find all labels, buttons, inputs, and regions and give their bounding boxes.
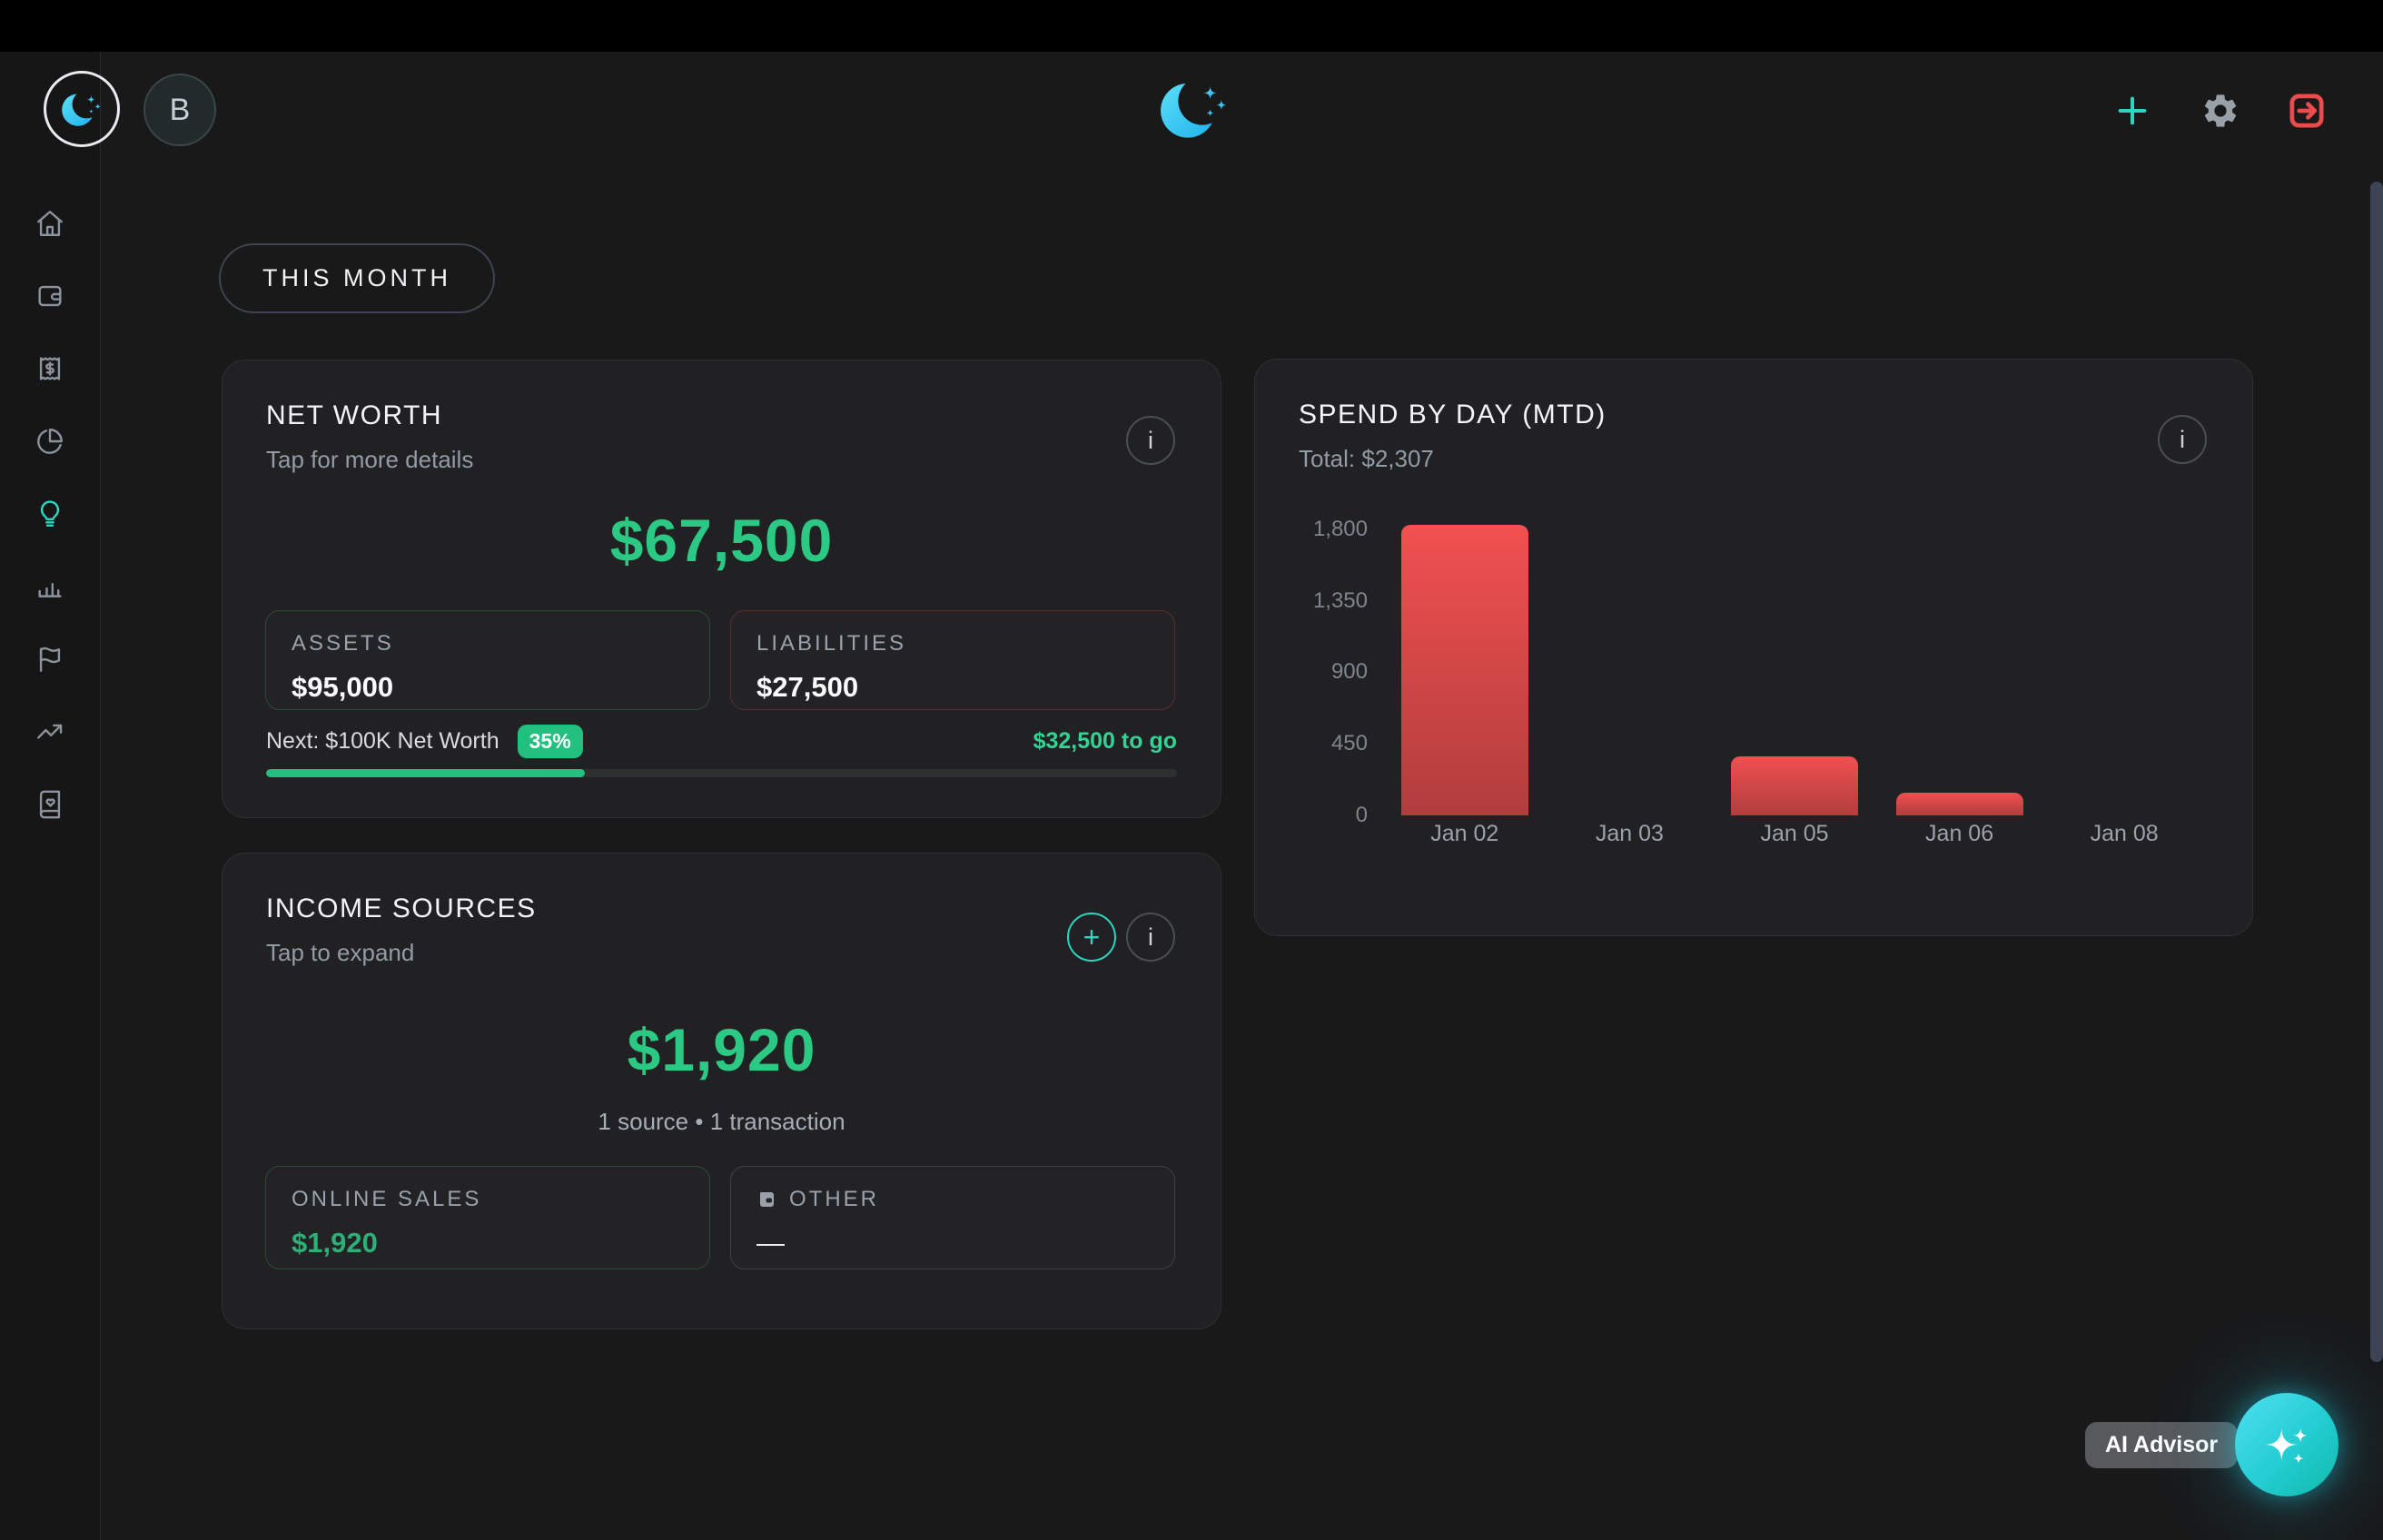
- income-info-button[interactable]: i: [1126, 913, 1175, 962]
- plus-icon: +: [1083, 920, 1101, 953]
- sidebar-item-insights[interactable]: [35, 499, 65, 529]
- avatar-initial: B: [169, 92, 191, 127]
- y-axis-tick: 450: [1330, 731, 1368, 756]
- sidebar-item-journal[interactable]: [35, 789, 65, 820]
- income-title: INCOME SOURCES: [266, 893, 537, 923]
- other-value: —: [756, 1227, 785, 1259]
- spend-chart-yaxis: 1,800 1,350 900 450 0: [1299, 515, 1368, 826]
- income-source-box: OTHER —: [730, 1166, 1175, 1269]
- liabilities-label: LIABILITIES: [756, 631, 907, 656]
- sidebar: [0, 52, 101, 1540]
- net-worth-title: NET WORTH: [266, 400, 443, 430]
- assets-value: $95,000: [292, 671, 394, 703]
- logout-icon: [2289, 94, 2324, 128]
- bar-chart-icon: [38, 582, 62, 597]
- sidebar-item-goals[interactable]: [35, 644, 65, 675]
- add-button[interactable]: [2112, 91, 2152, 131]
- online-sales-value: $1,920: [292, 1227, 378, 1259]
- income-value: $1,920: [627, 1016, 816, 1083]
- income-subtitle: Tap to expand: [266, 939, 415, 966]
- y-axis-tick: 1,800: [1312, 516, 1368, 541]
- assets-box: ASSETS $95,000: [265, 610, 710, 710]
- app-logo-badge: [44, 71, 120, 147]
- ai-advisor-button[interactable]: [2235, 1393, 2339, 1496]
- ai-advisor-tooltip-label: AI Advisor: [2105, 1432, 2219, 1457]
- net-worth-goal-row: Next: $100K Net Worth 35% $32,500 to go: [266, 722, 1177, 760]
- period-filter-button[interactable]: THIS MONTH: [219, 243, 495, 313]
- plus-icon: [2118, 96, 2147, 125]
- sidebar-item-home[interactable]: [35, 208, 65, 239]
- settings-button[interactable]: [2199, 89, 2242, 133]
- assets-label: ASSETS: [292, 631, 394, 656]
- wallet-icon: [756, 1189, 778, 1210]
- flag-icon: [39, 647, 61, 672]
- income-add-button[interactable]: +: [1067, 913, 1116, 962]
- logout-button[interactable]: [2285, 89, 2329, 133]
- income-source-box: ONLINE SALES $1,920: [265, 1166, 710, 1269]
- user-avatar[interactable]: B: [143, 74, 216, 146]
- book-heart-icon: [39, 790, 61, 819]
- online-sales-label: ONLINE SALES: [292, 1187, 482, 1211]
- receipt-dollar-icon: [39, 357, 61, 380]
- sparkles-icon: [2264, 1427, 2309, 1465]
- spend-chart-xlabels: Jan 02 Jan 03 Jan 05 Jan 06 Jan 08: [1382, 821, 2207, 847]
- other-label: OTHER: [789, 1187, 879, 1211]
- net-worth-card[interactable]: NET WORTH Tap for more details i $67,500…: [222, 360, 1221, 818]
- sidebar-item-accounts[interactable]: [35, 281, 65, 311]
- info-icon: i: [2180, 425, 2185, 453]
- net-worth-value: $67,500: [609, 507, 834, 574]
- gear-icon: [2204, 94, 2237, 127]
- spend-subtitle: Total: $2,307: [1299, 445, 1434, 472]
- sidebar-item-transactions[interactable]: [35, 353, 65, 384]
- sidebar-item-trends[interactable]: [35, 716, 65, 747]
- brand-logo: [1154, 69, 1234, 149]
- ai-advisor-tooltip: AI Advisor: [2085, 1422, 2239, 1468]
- spend-title: SPEND BY DAY (MTD): [1299, 400, 1607, 429]
- x-axis-label: Jan 03: [1595, 821, 1664, 846]
- y-axis-tick: 900: [1330, 659, 1368, 685]
- x-axis-label: Jan 02: [1430, 821, 1499, 846]
- sidebar-item-budget[interactable]: [35, 426, 65, 457]
- liabilities-box: LIABILITIES $27,500: [730, 610, 1175, 710]
- y-axis-tick: 1,350: [1312, 587, 1368, 613]
- spend-by-day-card: SPEND BY DAY (MTD) Total: $2,307 i 1,800…: [1254, 359, 2253, 936]
- liabilities-value: $27,500: [756, 671, 859, 703]
- x-axis-label: Jan 06: [1925, 821, 1994, 846]
- income-meta: 1 source • 1 transaction: [598, 1108, 845, 1135]
- period-filter-label: THIS MONTH: [262, 264, 451, 291]
- wallet-icon: [38, 285, 62, 307]
- sidebar-item-reports[interactable]: [35, 571, 65, 602]
- net-worth-subtitle: Tap for more details: [266, 446, 474, 473]
- net-worth-progress-track: [266, 769, 1177, 777]
- vertical-scrollbar-thumb[interactable]: [2370, 182, 2383, 1362]
- x-axis-label: Jan 08: [2090, 821, 2159, 846]
- chart-bar: [1400, 524, 1528, 815]
- crescent-moon-icon: [58, 85, 105, 133]
- y-axis-tick: 0: [1355, 803, 1368, 827]
- lightbulb-icon: [40, 500, 60, 527]
- pie-chart-icon: [37, 429, 63, 454]
- info-icon: i: [1148, 923, 1153, 951]
- goal-percent-badge: 35%: [517, 724, 583, 758]
- net-worth-progress-fill: [266, 769, 586, 777]
- goal-label: Next: $100K Net Worth: [266, 727, 499, 754]
- chart-bar: [1730, 756, 1858, 815]
- top-black-bar: [0, 0, 2383, 52]
- chart-bar: [1895, 792, 2023, 815]
- crescent-moon-icon: [1154, 69, 1234, 149]
- spend-chart-bars: [1382, 515, 2207, 815]
- net-worth-info-button[interactable]: i: [1126, 416, 1175, 465]
- trending-up-icon: [37, 724, 63, 739]
- goal-remaining: $32,500 to go: [1033, 727, 1177, 754]
- home-icon: [37, 211, 63, 236]
- spend-info-button[interactable]: i: [2158, 415, 2207, 464]
- x-axis-label: Jan 05: [1760, 821, 1829, 846]
- info-icon: i: [1148, 426, 1153, 454]
- income-sources-card[interactable]: INCOME SOURCES Tap to expand + i $1,920 …: [222, 853, 1221, 1329]
